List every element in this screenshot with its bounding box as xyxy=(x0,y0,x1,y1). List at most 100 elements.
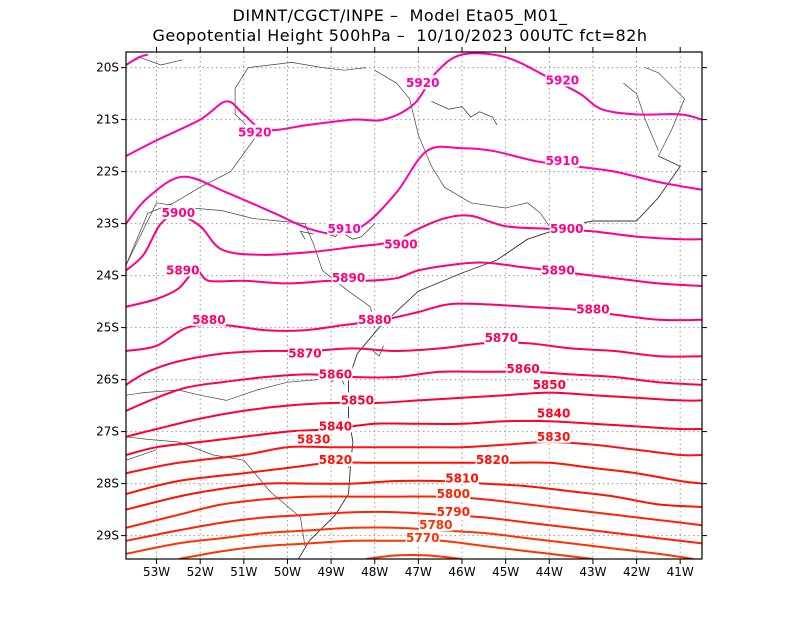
contour-label-background xyxy=(161,205,196,220)
contour-label-5910: 5910 xyxy=(546,154,579,168)
lon-tick-label: 50W xyxy=(274,565,301,579)
contour-label-background xyxy=(545,72,580,87)
lat-tick-label: 22S xyxy=(96,165,119,179)
contour-label-background xyxy=(383,236,418,251)
map-frame xyxy=(125,51,703,560)
contour-label-5820: 5820 xyxy=(476,453,509,467)
contour-label-5920: 5920 xyxy=(406,76,439,90)
lat-tick-label: 21S xyxy=(96,113,119,127)
contour-label-background xyxy=(318,366,353,381)
contour-label-5900: 5900 xyxy=(384,237,417,251)
lat-tick-label: 20S xyxy=(96,61,119,75)
lon-tick-label: 45W xyxy=(492,565,519,579)
state-border xyxy=(126,436,306,547)
contour-label-background xyxy=(318,418,353,433)
contour-label-background xyxy=(237,124,272,139)
lat-tick-label: 29S xyxy=(96,529,119,543)
contour-5810 xyxy=(126,479,702,511)
contour-5850 xyxy=(126,391,702,438)
contour-label-layer: 5920 5920 5920 5910 5910 5900 5900 5900 5890 5890… xyxy=(161,72,610,545)
lon-tick-label: 44W xyxy=(536,565,563,579)
contour-5910 xyxy=(126,145,702,236)
contour-label-5800: 5800 xyxy=(437,487,470,501)
state-border xyxy=(623,82,659,151)
state-border xyxy=(374,69,550,227)
contour-5920 xyxy=(126,53,149,66)
contour-label-5890: 5890 xyxy=(332,271,365,285)
contour-label-5890: 5890 xyxy=(166,263,199,277)
contour-label-5890: 5890 xyxy=(541,263,574,277)
contour-label-5880: 5880 xyxy=(358,313,391,327)
contour-label-5840: 5840 xyxy=(537,406,570,420)
contour-label-background xyxy=(545,153,580,168)
axis-ticks: 53W 52W 51W 50W 49W 48W 47W 46W 45W 44W 43W 42W 41W 2… xyxy=(96,47,707,579)
lon-tick-label: 42W xyxy=(623,565,650,579)
contour-label-background xyxy=(475,452,510,467)
state-border xyxy=(156,202,376,328)
lat-tick-label: 23S xyxy=(96,217,119,231)
lat-tick-label: 25S xyxy=(96,321,119,335)
contour-5820 xyxy=(126,461,702,495)
lon-tick-label: 49W xyxy=(318,565,345,579)
contour-5890 xyxy=(126,261,702,308)
contour-label-5860: 5860 xyxy=(319,367,352,381)
contour-label-5870: 5870 xyxy=(288,347,321,361)
contour-label-background xyxy=(575,301,610,316)
contour-label-background xyxy=(287,345,322,360)
contour-label-background xyxy=(340,392,375,407)
lat-tick-label: 28S xyxy=(96,477,119,491)
lon-tick-label: 53W xyxy=(143,565,170,579)
contour-label-5910: 5910 xyxy=(327,222,360,236)
contour-label-background xyxy=(418,517,453,532)
contour-5790 xyxy=(126,510,702,545)
coastline xyxy=(297,155,681,559)
geography-layer xyxy=(126,56,702,559)
contour-label-5920: 5920 xyxy=(238,126,271,140)
contour-5840 xyxy=(126,419,702,456)
coastline xyxy=(701,83,702,84)
contour-label-background xyxy=(327,220,362,235)
contour-5830 xyxy=(126,440,702,475)
contour-label-background xyxy=(331,270,366,285)
water-feature xyxy=(431,101,498,125)
contour-label-5820: 5820 xyxy=(319,453,352,467)
contour-5860 xyxy=(126,370,702,412)
contour-label-5880: 5880 xyxy=(192,313,225,327)
contour-5800 xyxy=(126,495,702,529)
lat-tick-label: 27S xyxy=(96,425,119,439)
state-border xyxy=(126,202,157,266)
contour-label-background xyxy=(506,361,541,376)
title-line-2: Geopotential Height 500hPa – 10/10/2023 … xyxy=(152,26,648,45)
lat-tick-label: 24S xyxy=(96,269,119,283)
contour-5870 xyxy=(126,341,702,386)
water-feature xyxy=(299,230,314,240)
contour-label-5830: 5830 xyxy=(297,432,330,446)
contour-label-background xyxy=(484,330,519,344)
lon-tick-label: 51W xyxy=(230,565,257,579)
lon-tick-label: 47W xyxy=(405,565,432,579)
contour-label-5850: 5850 xyxy=(341,393,374,407)
lon-tick-label: 52W xyxy=(187,565,214,579)
state-border xyxy=(126,62,367,266)
state-border xyxy=(138,56,183,66)
contour-label-background xyxy=(445,470,479,485)
state-border xyxy=(126,376,349,401)
contour-label-background xyxy=(436,486,471,500)
contour-label-5830: 5830 xyxy=(537,430,570,444)
contour-label-background xyxy=(541,262,575,277)
contour-label-background xyxy=(357,311,392,326)
contour-label-5870: 5870 xyxy=(485,331,518,345)
contour-label-5790: 5790 xyxy=(437,505,470,519)
water-feature xyxy=(317,223,375,240)
contour-label-background xyxy=(405,75,440,90)
contour-label-5900: 5900 xyxy=(162,206,195,220)
contour-label-background xyxy=(532,376,567,391)
contour-5760 xyxy=(365,553,463,559)
contour-label-background xyxy=(296,431,331,446)
contour-label-5880: 5880 xyxy=(576,302,609,316)
lon-tick-label: 43W xyxy=(579,565,606,579)
contour-label-5920: 5920 xyxy=(546,74,579,88)
contour-label-background xyxy=(191,311,226,326)
contour-label-5770: 5770 xyxy=(406,531,439,545)
state-border xyxy=(645,67,685,157)
